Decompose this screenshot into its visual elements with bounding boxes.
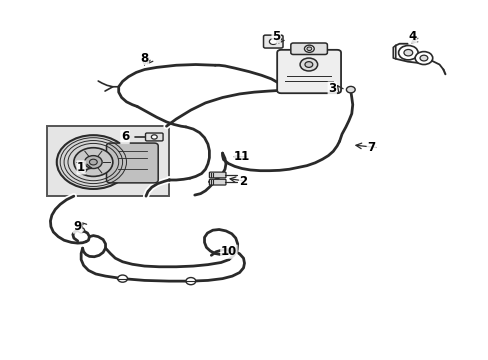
Circle shape [300, 58, 317, 71]
FancyBboxPatch shape [209, 179, 225, 185]
Circle shape [185, 278, 195, 285]
Circle shape [346, 86, 354, 93]
Circle shape [269, 39, 277, 44]
Text: 5: 5 [271, 30, 280, 43]
Circle shape [403, 49, 412, 56]
Text: 9: 9 [74, 220, 81, 233]
Circle shape [118, 275, 127, 282]
Circle shape [151, 135, 157, 139]
FancyBboxPatch shape [263, 35, 283, 48]
FancyBboxPatch shape [209, 172, 225, 178]
Text: 4: 4 [408, 30, 416, 43]
FancyBboxPatch shape [277, 50, 340, 93]
Text: 3: 3 [327, 82, 336, 95]
Circle shape [74, 148, 113, 176]
Bar [47, 126, 168, 196]
Circle shape [398, 45, 417, 60]
Circle shape [306, 47, 311, 50]
Circle shape [304, 45, 314, 52]
Circle shape [89, 159, 97, 165]
Text: 7: 7 [366, 141, 375, 154]
Text: 2: 2 [239, 175, 247, 188]
Text: 11: 11 [233, 150, 250, 163]
Text: 6: 6 [121, 130, 129, 144]
FancyBboxPatch shape [145, 133, 163, 141]
Circle shape [305, 62, 312, 67]
FancyBboxPatch shape [290, 43, 327, 54]
Text: 1: 1 [77, 161, 85, 174]
Circle shape [419, 55, 427, 61]
Circle shape [57, 135, 130, 189]
Circle shape [414, 51, 432, 64]
Circle shape [84, 156, 102, 168]
Text: 10: 10 [220, 245, 237, 258]
FancyBboxPatch shape [106, 143, 158, 183]
Text: 8: 8 [140, 51, 148, 64]
Circle shape [78, 228, 84, 233]
